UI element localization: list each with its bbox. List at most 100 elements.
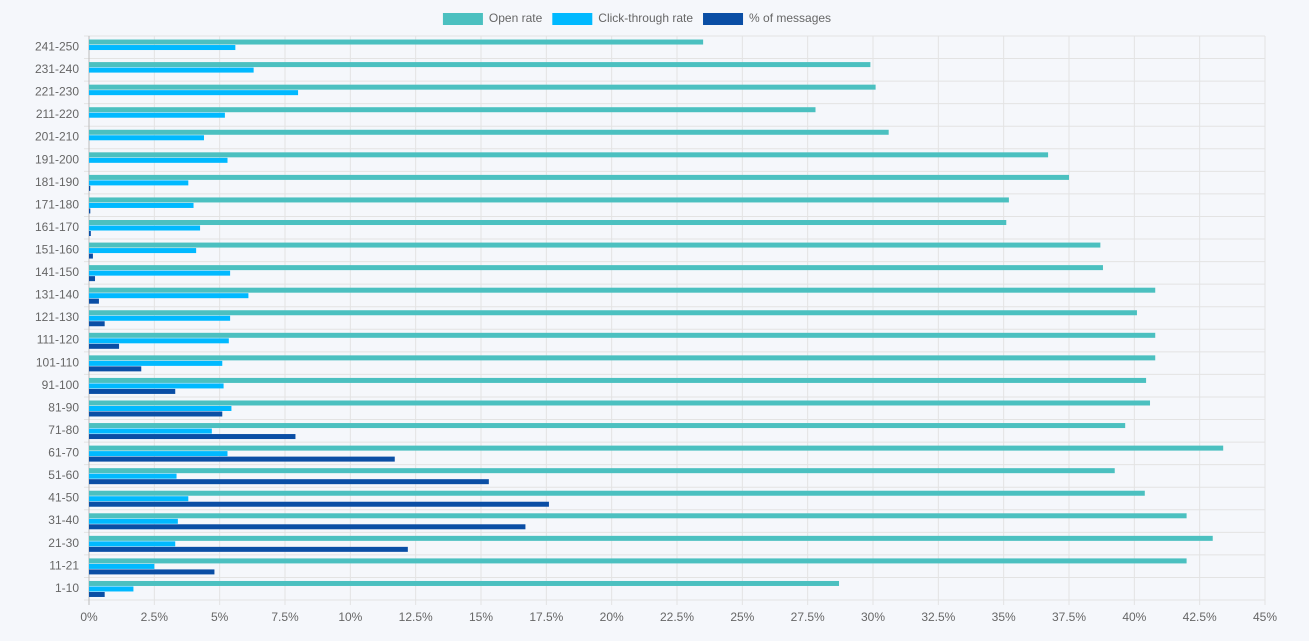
legend-label: Open rate: [489, 11, 543, 25]
x-tick-label: 15%: [469, 610, 493, 624]
bar: [89, 332, 1156, 338]
bar: [89, 501, 549, 507]
bar: [89, 388, 176, 394]
x-tick-label: 10%: [338, 610, 362, 624]
y-tick-label: 121-130: [35, 310, 79, 324]
bar: [89, 473, 177, 479]
y-tick-label: 81-90: [48, 400, 79, 414]
bar: [89, 265, 1103, 271]
y-tick-label: 101-110: [36, 355, 79, 369]
y-tick-label: 231-240: [35, 62, 79, 76]
x-tick-label: 35%: [992, 610, 1016, 624]
x-tick-label: 5%: [211, 610, 229, 624]
bar: [89, 400, 1151, 406]
y-tick-label: 91-100: [42, 378, 80, 392]
bar: [89, 541, 176, 547]
x-tick-label: 12.5%: [399, 610, 433, 624]
bar: [89, 220, 1007, 226]
bar: [89, 67, 254, 73]
x-tick-label: 17.5%: [529, 610, 563, 624]
legend-swatch: [442, 13, 483, 25]
bar: [89, 338, 229, 344]
legend-label: % of messages: [749, 11, 831, 25]
y-tick-label: 241-250: [35, 39, 79, 53]
y-tick-label: 1-10: [55, 581, 79, 595]
legend-label: Click-through rate: [598, 11, 693, 25]
bar: [89, 298, 99, 304]
bar: [89, 180, 189, 186]
bar: [89, 558, 1187, 564]
bar: [89, 377, 1147, 383]
x-tick-label: 0%: [80, 610, 98, 624]
bar: [89, 423, 1126, 429]
y-tick-label: 161-170: [35, 220, 79, 234]
x-tick-label: 7.5%: [271, 610, 299, 624]
bar: [89, 90, 299, 96]
bar: [89, 129, 889, 135]
bar: [89, 411, 223, 417]
y-tick-label: 51-60: [48, 468, 79, 482]
bar: [89, 39, 704, 45]
bar: [89, 253, 93, 259]
bar: [89, 445, 1224, 451]
y-tick-label: 71-80: [48, 423, 79, 437]
bar: [89, 293, 249, 299]
bar: [89, 580, 840, 586]
bar: [89, 586, 134, 592]
y-tick-label: 21-30: [48, 536, 79, 550]
bar: [89, 355, 1156, 361]
y-tick-label: 201-210: [35, 130, 79, 144]
bar: [89, 208, 91, 214]
bar: [89, 591, 105, 597]
x-tick-label: 30%: [861, 610, 885, 624]
x-tick-label: 45%: [1253, 610, 1277, 624]
bar: [89, 468, 1115, 474]
bar: [89, 112, 225, 118]
y-tick-label: 61-70: [48, 446, 79, 460]
x-tick-label: 20%: [600, 610, 624, 624]
bar: [89, 157, 228, 163]
bar: [89, 310, 1137, 316]
y-tick-label: 151-160: [35, 242, 79, 256]
y-tick-label: 181-190: [35, 175, 79, 189]
bar: [89, 135, 204, 141]
legend-swatch: [703, 13, 744, 25]
x-tick-label: 40%: [1122, 610, 1146, 624]
y-tick-label: 171-180: [35, 197, 79, 211]
bar: [89, 569, 215, 575]
bar: [89, 45, 236, 51]
bar: [89, 490, 1145, 496]
bar: [89, 231, 91, 237]
bar: [89, 366, 142, 372]
y-tick-label: 31-40: [48, 513, 79, 527]
bar: [89, 456, 395, 462]
x-tick-label: 42.5%: [1183, 610, 1217, 624]
bar: [89, 451, 228, 457]
y-tick-label: 111-120: [37, 333, 80, 347]
bar: [89, 62, 871, 68]
y-tick-label: 221-230: [35, 85, 79, 99]
bar: [89, 524, 526, 530]
bar: [89, 225, 201, 231]
bar: [89, 270, 231, 276]
x-tick-label: 37.5%: [1052, 610, 1086, 624]
y-tick-label: 131-140: [35, 288, 79, 302]
x-tick-label: 22.5%: [660, 610, 694, 624]
bar: [89, 315, 231, 321]
bar: [89, 535, 1213, 541]
y-tick-label: 191-200: [35, 152, 79, 166]
x-tick-label: 25%: [730, 610, 754, 624]
bar: [89, 360, 223, 366]
x-tick-label: 2.5%: [141, 610, 169, 624]
bar: [89, 383, 224, 389]
y-tick-label: 11-21: [49, 558, 79, 572]
bar: [89, 84, 876, 90]
bar: [89, 197, 1009, 203]
bar: [89, 428, 212, 434]
bar: [89, 276, 96, 282]
bar: [89, 513, 1187, 519]
bar: [89, 202, 194, 208]
bar: [89, 185, 91, 191]
bar: [89, 546, 408, 552]
